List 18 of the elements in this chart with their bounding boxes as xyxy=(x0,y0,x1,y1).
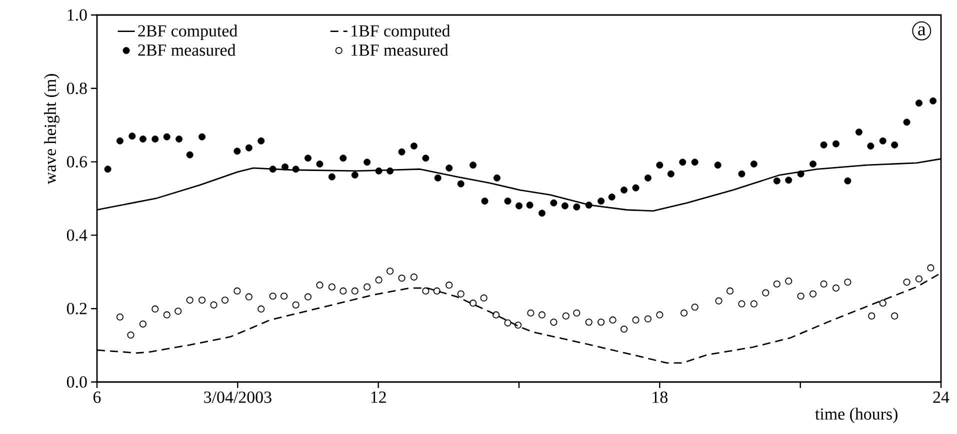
legend-label: 2BF measured xyxy=(138,44,236,56)
x-tick-label: 24 xyxy=(933,392,950,403)
y-tick-label: 0.8 xyxy=(66,82,87,94)
y-tick-label: 0.2 xyxy=(66,302,87,314)
y-tick-label: 0.4 xyxy=(66,229,88,241)
legend-label: 1BF measured xyxy=(352,44,448,56)
y-tick-label: 1.0 xyxy=(68,9,87,21)
y-tick-label: 0.0 xyxy=(66,376,87,388)
x-tick-label: 3/04/2003 xyxy=(204,392,272,403)
legend-label: 2BF computed xyxy=(138,24,238,40)
y-axis-title: wave height (m) xyxy=(44,74,60,184)
x-axis-title: time (hours) xyxy=(815,408,898,424)
x-tick-label: 18 xyxy=(652,392,668,403)
x-tick-label: 12 xyxy=(371,392,386,403)
y-tick-label: 0.6 xyxy=(66,156,87,168)
legend-label: 1BF computed xyxy=(352,24,450,40)
x-tick-label: 6 xyxy=(94,392,101,403)
annotation: a xyxy=(918,26,926,36)
